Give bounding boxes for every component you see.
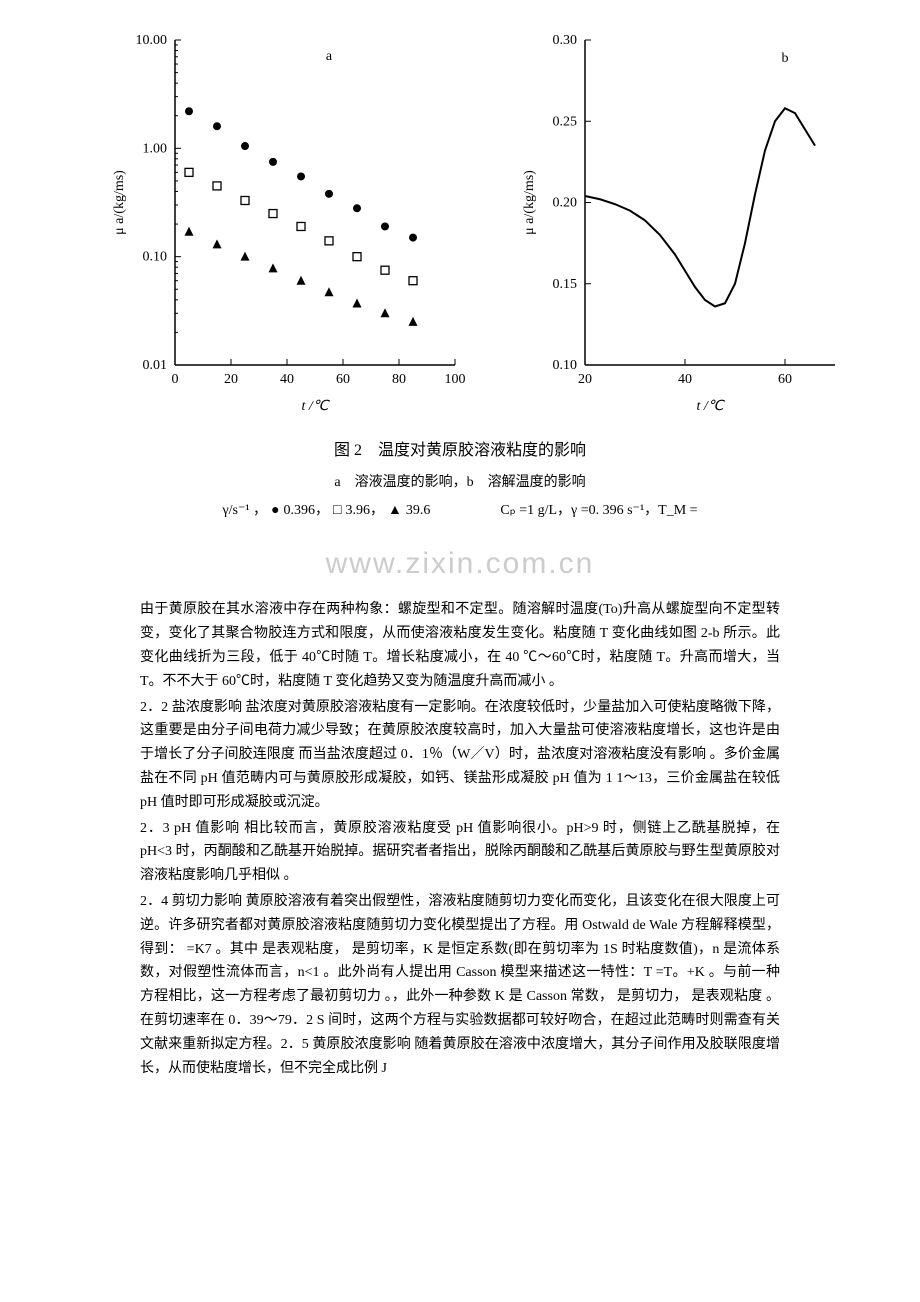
paragraph-1: 由于黄原胶在其水溶液中存在两种构象：螺旋型和不定型。随溶解时温度(To)升高从螺… xyxy=(140,598,780,693)
legend-square-val: 3.96， xyxy=(346,500,385,522)
legend-left: γ/s⁻¹ ， ● 0.396， □ 3.96， ▲ 39.6 xyxy=(222,500,430,522)
svg-text:0.15: 0.15 xyxy=(553,277,578,292)
figure-subcaption: a 溶液温度的影响，b 溶解温度的影响 xyxy=(0,472,920,494)
legend-gamma-prefix: γ/s⁻¹ ， xyxy=(222,500,267,522)
paragraph-3: 2．3 pH 值影响 相比较而言，黄原胶溶液粘度受 pH 值影响很小。pH>9 … xyxy=(140,817,780,888)
body-text: 由于黄原胶在其水溶液中存在两种构象：螺旋型和不定型。随溶解时温度(To)升高从螺… xyxy=(0,598,920,1080)
svg-text:1.00: 1.00 xyxy=(143,141,168,156)
charts-row: 0 20 40 60 80 100 0.01 0.10 1.00 10.00 t /℃ μ a/(kg… xyxy=(0,20,920,420)
svg-text:40: 40 xyxy=(678,372,692,387)
chart-b: 20 40 60 0.10 0.15 0.20 0.25 0.30 t /℃ μ a/(kg/ms… xyxy=(515,20,845,420)
svg-text:10.00: 10.00 xyxy=(136,33,168,48)
svg-text:0.25: 0.25 xyxy=(553,114,578,129)
svg-text:0: 0 xyxy=(172,372,179,387)
svg-text:0.10: 0.10 xyxy=(143,250,168,265)
legend-triangle-val: 39.6 xyxy=(406,500,431,522)
watermark: www.zixin.com.cn xyxy=(0,540,920,588)
filled-circle-icon: ● xyxy=(271,500,279,522)
legend-circle-val: 0.396， xyxy=(284,500,330,522)
svg-text:0.10: 0.10 xyxy=(553,358,578,373)
svg-text:60: 60 xyxy=(778,372,792,387)
open-square-icon: □ xyxy=(333,500,341,522)
legend-row: γ/s⁻¹ ， ● 0.396， □ 3.96， ▲ 39.6 Cₚ =1 g/… xyxy=(0,500,920,522)
svg-text:20: 20 xyxy=(224,372,238,387)
svg-text:80: 80 xyxy=(392,372,406,387)
legend-right: Cₚ =1 g/L，γ =0. 396 s⁻¹，T_M = xyxy=(500,500,697,522)
svg-text:0.20: 0.20 xyxy=(553,196,578,211)
filled-triangle-icon: ▲ xyxy=(388,500,402,522)
paragraph-4: 2．4 剪切力影响 黄原胶溶液有着突出假塑性，溶液粘度随剪切力变化而变化，且该变… xyxy=(140,890,780,1080)
svg-text:t /℃: t /℃ xyxy=(301,399,330,414)
paragraph-2: 2．2 盐浓度影响 盐浓度对黄原胶溶液粘度有一定影响。在浓度较低时，少量盐加入可… xyxy=(140,696,780,815)
svg-text:μ a/(kg/ms): μ a/(kg/ms) xyxy=(522,170,537,235)
svg-text:60: 60 xyxy=(336,372,350,387)
figure-caption: 图 2 温度对黄原胶溶液粘度的影响 xyxy=(0,438,920,464)
chart-b-wrap: 20 40 60 0.10 0.15 0.20 0.25 0.30 t /℃ μ a/(kg/ms… xyxy=(515,20,845,420)
svg-text:40: 40 xyxy=(280,372,294,387)
svg-text:μ a/(kg/ms): μ a/(kg/ms) xyxy=(112,170,127,235)
svg-text:a: a xyxy=(326,49,333,64)
chart-a: 0 20 40 60 80 100 0.01 0.10 1.00 10.00 t /℃ μ a/(kg… xyxy=(105,20,465,420)
svg-text:0.30: 0.30 xyxy=(553,33,578,48)
svg-text:t /℃: t /℃ xyxy=(696,399,725,414)
chart-a-wrap: 0 20 40 60 80 100 0.01 0.10 1.00 10.00 t /℃ μ a/(kg… xyxy=(105,20,465,420)
svg-text:100: 100 xyxy=(445,372,466,387)
svg-text:b: b xyxy=(782,51,789,66)
svg-text:0.01: 0.01 xyxy=(143,358,168,373)
svg-text:20: 20 xyxy=(578,372,592,387)
